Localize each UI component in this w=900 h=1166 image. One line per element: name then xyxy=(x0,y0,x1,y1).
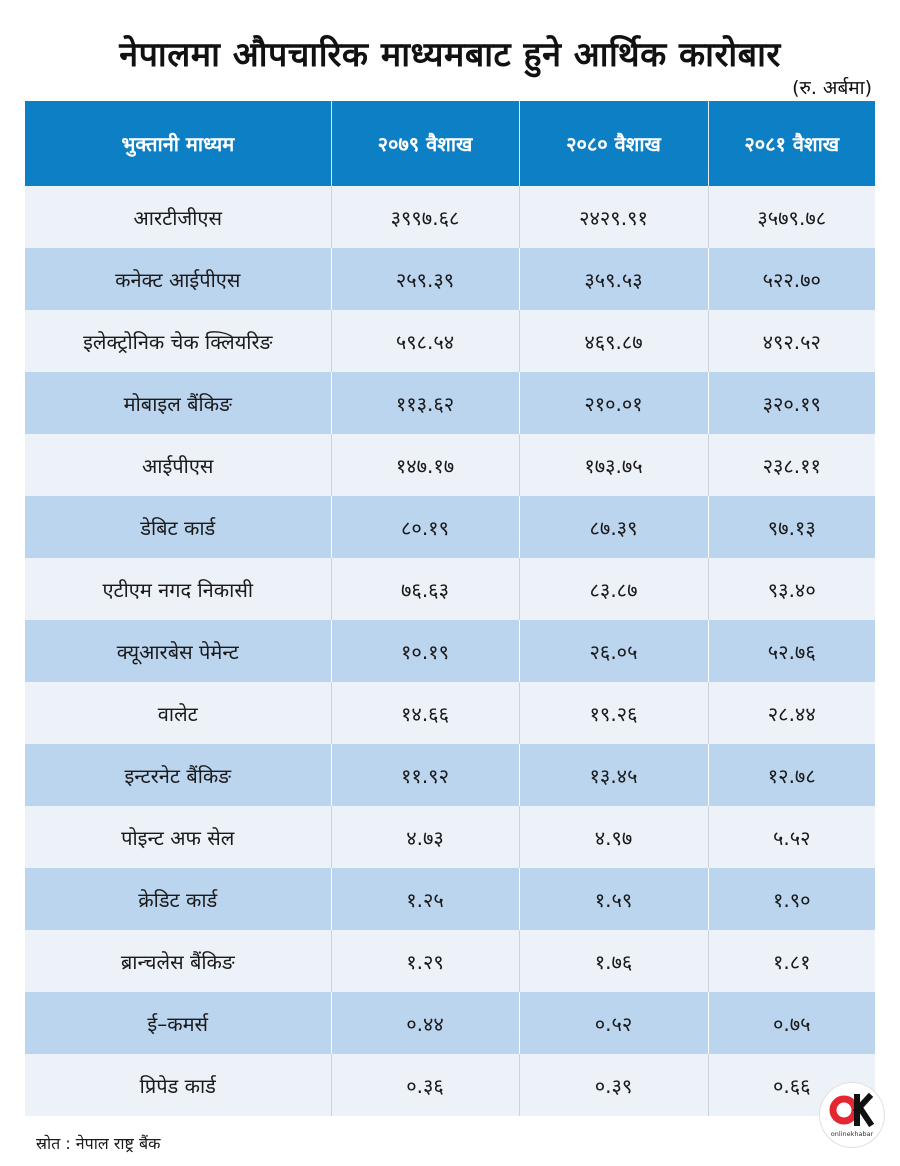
table-row: प्रिपेड कार्ड ०.३६ ०.३९ ०.६६ xyxy=(25,1054,875,1116)
table-row: इन्टरनेट बैंकिङ ११.९२ १३.४५ १२.७८ xyxy=(25,744,875,806)
payment-method-cell: कनेक्ट आईपीएस xyxy=(25,248,332,310)
data-table-container: भुक्तानी माध्यम २०७९ वैशाख २०८० वैशाख २०८१ … xyxy=(25,101,875,1116)
value-cell: ४९२.५२ xyxy=(708,310,875,372)
column-header-payment-method: भुक्तानी माध्यम xyxy=(25,101,332,186)
payment-method-cell: प्रिपेड कार्ड xyxy=(25,1054,332,1116)
payment-method-cell: मोबाइल बैंकिङ xyxy=(25,372,332,434)
value-cell: ५२२.७० xyxy=(708,248,875,310)
payment-method-cell: क्यूआरबेस पेमेन्ट xyxy=(25,620,332,682)
table-row: क्रेडिट कार्ड १.२५ १.५९ १.९० xyxy=(25,868,875,930)
value-cell: १.२९ xyxy=(331,930,520,992)
value-cell: ५९८.५४ xyxy=(331,310,520,372)
table-row: कनेक्ट आईपीएस २५९.३९ ३५९.५३ ५२२.७० xyxy=(25,248,875,310)
page-title: नेपालमा औपचारिक माध्यमबाट हुने आर्थिक का… xyxy=(119,35,781,75)
value-cell: ०.३९ xyxy=(519,1054,709,1116)
value-cell: ११.९२ xyxy=(331,744,520,806)
value-cell: ७६.६३ xyxy=(331,558,520,620)
value-cell: ५.५२ xyxy=(708,806,875,868)
value-cell: १.८१ xyxy=(708,930,875,992)
value-cell: १७३.७५ xyxy=(519,434,709,496)
value-cell: १.९० xyxy=(708,868,875,930)
value-cell: ९३.४० xyxy=(708,558,875,620)
onlinekhabar-logo: onlinekhabar xyxy=(820,1083,884,1147)
value-cell: १९.२६ xyxy=(519,682,709,744)
value-cell: ८७.३९ xyxy=(519,496,709,558)
payment-method-cell: एटीएम नगद निकासी xyxy=(25,558,332,620)
column-header-year-1: २०७९ वैशाख xyxy=(331,101,520,186)
value-cell: ०.४४ xyxy=(331,992,520,1054)
value-cell: १३.४५ xyxy=(519,744,709,806)
ok-logo-icon: onlinekhabar xyxy=(829,1092,875,1138)
table-row: ई–कमर्स ०.४४ ०.५२ ०.७५ xyxy=(25,992,875,1054)
value-cell: ५२.७६ xyxy=(708,620,875,682)
value-cell: १४७.१७ xyxy=(331,434,520,496)
table-row: पोइन्ट अफ सेल ४.७३ ४.९७ ५.५२ xyxy=(25,806,875,868)
table-row: डेबिट कार्ड ८०.१९ ८७.३९ ९७.१३ xyxy=(25,496,875,558)
value-cell: २१०.०१ xyxy=(519,372,709,434)
table-row: एटीएम नगद निकासी ७६.६३ ८३.८७ ९३.४० xyxy=(25,558,875,620)
value-cell: ४.९७ xyxy=(519,806,709,868)
logo-subtext: onlinekhabar xyxy=(831,1130,874,1138)
value-cell: २५९.३९ xyxy=(331,248,520,310)
value-cell: १.५९ xyxy=(519,868,709,930)
column-header-year-2: २०८० वैशाख xyxy=(519,101,709,186)
value-cell: ३२०.१९ xyxy=(708,372,875,434)
value-cell: ४६९.८७ xyxy=(519,310,709,372)
column-header-year-3: २०८१ वैशाख xyxy=(708,101,875,186)
value-cell: ९७.१३ xyxy=(708,496,875,558)
table-row: आरटीजीएस ३९९७.६८ २४२९.९१ ३५७९.७८ xyxy=(25,186,875,248)
value-cell: १.२५ xyxy=(331,868,520,930)
value-cell: ३९९७.६८ xyxy=(331,186,520,248)
payment-method-cell: इन्टरनेट बैंकिङ xyxy=(25,744,332,806)
value-cell: १४.६६ xyxy=(331,682,520,744)
value-cell: ०.७५ xyxy=(708,992,875,1054)
value-cell: ०.५२ xyxy=(519,992,709,1054)
value-cell: ४.७३ xyxy=(331,806,520,868)
value-cell: ८०.१९ xyxy=(331,496,520,558)
table-row: मोबाइल बैंकिङ ११३.६२ २१०.०१ ३२०.१९ xyxy=(25,372,875,434)
header-row: भुक्तानी माध्यम २०७९ वैशाख २०८० वैशाख २०८१ … xyxy=(25,101,875,186)
value-cell: २६.०५ xyxy=(519,620,709,682)
value-cell: २८.४४ xyxy=(708,682,875,744)
value-cell: ११३.६२ xyxy=(331,372,520,434)
table-row: क्यूआरबेस पेमेन्ट १०.१९ २६.०५ ५२.७६ xyxy=(25,620,875,682)
value-cell: १२.७८ xyxy=(708,744,875,806)
payment-method-cell: पोइन्ट अफ सेल xyxy=(25,806,332,868)
value-cell: ०.३६ xyxy=(331,1054,520,1116)
table-row: वालेट १४.६६ १९.२६ २८.४४ xyxy=(25,682,875,744)
value-cell: २४२९.९१ xyxy=(519,186,709,248)
payment-method-cell: डेबिट कार्ड xyxy=(25,496,332,558)
value-cell: १.७६ xyxy=(519,930,709,992)
payment-method-cell: वालेट xyxy=(25,682,332,744)
value-cell: २३८.११ xyxy=(708,434,875,496)
payment-method-cell: क्रेडिट कार्ड xyxy=(25,868,332,930)
payment-method-cell: ब्रान्चलेस बैंकिङ xyxy=(25,930,332,992)
table-row: ब्रान्चलेस बैंकिङ १.२९ १.७६ १.८१ xyxy=(25,930,875,992)
value-cell: ३५७९.७८ xyxy=(708,186,875,248)
value-cell: १०.१९ xyxy=(331,620,520,682)
table-header: भुक्तानी माध्यम २०७९ वैशाख २०८० वैशाख २०८१ … xyxy=(25,101,875,186)
payment-method-cell: आईपीएस xyxy=(25,434,332,496)
table-body: आरटीजीएस ३९९७.६८ २४२९.९१ ३५७९.७८ कनेक्ट आईपी… xyxy=(25,186,875,1116)
table-row: इलेक्ट्रोनिक चेक क्लियरिङ ५९८.५४ ४६९.८७ ४९२… xyxy=(25,310,875,372)
table-row: आईपीएस १४७.१७ १७३.७५ २३८.११ xyxy=(25,434,875,496)
payment-method-cell: ई–कमर्स xyxy=(25,992,332,1054)
payment-method-cell: इलेक्ट्रोनिक चेक क्लियरिङ xyxy=(25,310,332,372)
payment-method-cell: आरटीजीएस xyxy=(25,186,332,248)
source-note: स्रोत : नेपाल राष्ट्र बैंक xyxy=(36,1134,161,1153)
value-cell: ३५९.५३ xyxy=(519,248,709,310)
value-cell: ८३.८७ xyxy=(519,558,709,620)
payment-table: भुक्तानी माध्यम २०७९ वैशाख २०८० वैशाख २०८१ … xyxy=(25,101,875,1116)
unit-label: (रु. अर्बमा) xyxy=(792,77,872,99)
